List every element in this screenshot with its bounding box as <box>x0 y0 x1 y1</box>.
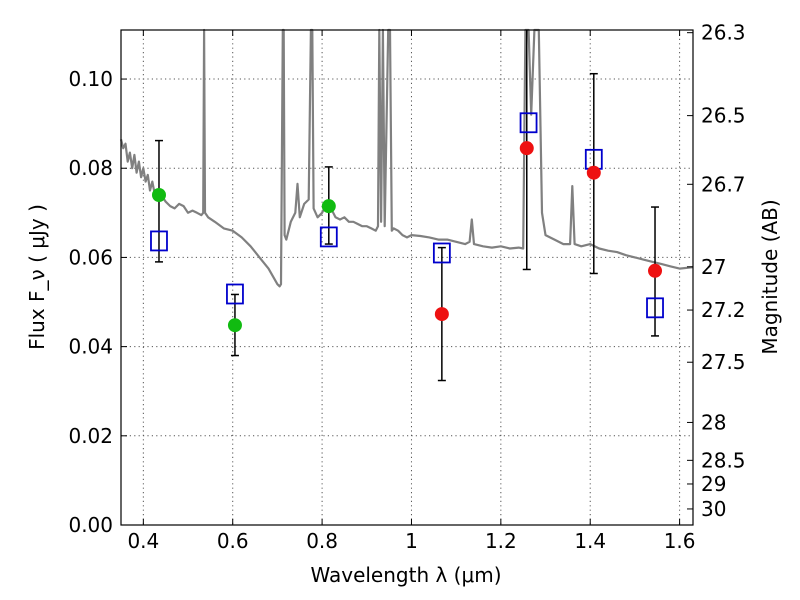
x-tick-label: 0.6 <box>217 529 249 553</box>
y-tick-label: 0.10 <box>68 67 113 91</box>
y-tick-label: 0.00 <box>68 513 113 537</box>
grid-layer <box>121 30 693 526</box>
model-square <box>319 226 338 248</box>
model-square <box>519 112 538 134</box>
right-axis-label: Magnitude (AB) <box>758 199 782 354</box>
model-square <box>432 242 451 264</box>
y-tick-label: 0.04 <box>68 335 113 359</box>
green-data-point <box>321 199 336 214</box>
model-square <box>646 297 664 319</box>
right-tick-label: 27.2 <box>701 298 746 322</box>
y-tick-label: 0.06 <box>68 245 113 269</box>
x-axis-label: Wavelength λ (μm) <box>310 563 501 587</box>
green-data-point <box>151 188 166 202</box>
marks-layer <box>150 30 664 382</box>
right-tick-label: 26.5 <box>701 104 746 128</box>
x-tick-label: 1 <box>405 529 418 553</box>
red-data-point <box>648 263 663 278</box>
right-tick-label: 28 <box>701 410 726 434</box>
red-data-point <box>586 165 601 180</box>
right-tick-label: 30 <box>701 497 726 521</box>
y-axis-label: Flux F_ν ( μJy ) <box>25 204 49 350</box>
x-tick-label: 0.8 <box>306 529 338 553</box>
right-tick-label: 28.5 <box>701 448 746 472</box>
plot-frame <box>120 29 694 526</box>
spectrum-line <box>119 28 694 288</box>
right-tick-label: 26.7 <box>701 172 746 196</box>
x-tick-label: 1.4 <box>574 529 606 553</box>
x-tick-label: 1.2 <box>485 529 517 553</box>
y-tick-label: 0.08 <box>68 156 113 180</box>
right-tick-label: 29 <box>701 472 726 496</box>
x-tick-label: 0.4 <box>127 529 159 553</box>
ticks-layer: 0.4 0.6 0.8 1 1.2 1.4 1.6 0.00 0.02 0.04 0.06 0.08 0… <box>68 21 745 553</box>
red-data-point <box>434 307 449 322</box>
green-data-point <box>227 318 242 333</box>
right-tick-label: 26.3 <box>701 21 746 45</box>
y-tick-label: 0.02 <box>68 424 113 448</box>
model-square <box>150 230 168 252</box>
x-tick-label: 1.6 <box>664 529 696 553</box>
right-tick-label: 27 <box>701 255 726 279</box>
model-square <box>226 283 244 305</box>
spectrum-layer <box>119 28 694 288</box>
right-tick-label: 27.5 <box>701 350 746 374</box>
red-data-point <box>519 141 534 156</box>
